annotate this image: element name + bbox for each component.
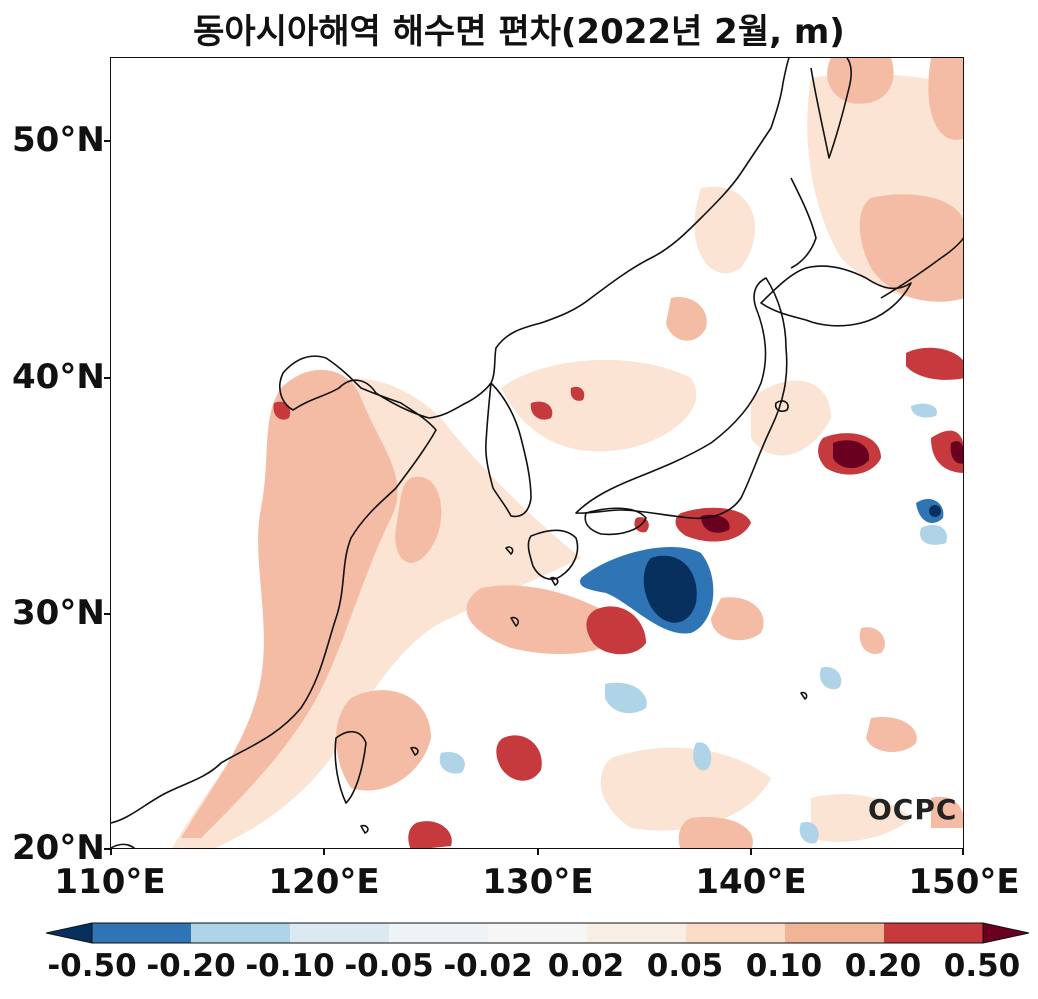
- colorbar-outline: [91, 922, 984, 944]
- lon-tick-150: [962, 849, 964, 855]
- colorbar-label-005: 0.05: [646, 948, 724, 984]
- colorbar-segment: [290, 923, 389, 943]
- lat-tick-50: [104, 140, 110, 142]
- colorbar-segment: [785, 923, 884, 943]
- anomaly-positive-areas: [181, 58, 963, 848]
- colorbar-segment: [488, 923, 587, 943]
- lon-label-130: 130°E: [482, 862, 594, 902]
- anomaly-negative-areas: [580, 498, 944, 634]
- colorbar-label-m020: -0.20: [146, 948, 236, 984]
- colorbar-label-m005: -0.05: [344, 948, 434, 984]
- lat-label-40: 40°N: [12, 357, 105, 397]
- ocpc-logo: OCPC: [868, 793, 958, 826]
- colorbar-segment: [686, 923, 785, 943]
- colorbar-segment: [587, 923, 686, 943]
- lat-label-20: 20°N: [12, 828, 105, 868]
- lon-tick-130: [537, 849, 539, 855]
- colorbar-segment: [389, 923, 488, 943]
- anomaly-strong-negative-core: [643, 505, 941, 623]
- colorbar-segment: [191, 923, 290, 943]
- coastlines: [111, 58, 963, 848]
- lat-tick-30: [104, 613, 110, 615]
- colorbar-label-m050: -0.50: [47, 948, 137, 984]
- lon-tick-140: [750, 849, 752, 855]
- sea-level-anomaly-map: [110, 57, 964, 849]
- colorbar-under-arrow: [46, 922, 93, 944]
- lon-label-120: 120°E: [268, 862, 380, 902]
- colorbar-segment: [92, 923, 191, 943]
- colorbar-label-010: 0.10: [745, 948, 823, 984]
- lat-tick-40: [104, 377, 110, 379]
- lon-label-110: 110°E: [54, 862, 166, 902]
- colorbar-label-002: 0.02: [547, 948, 625, 984]
- lon-tick-120: [323, 849, 325, 855]
- lat-tick-20: [104, 848, 110, 850]
- colorbar-label-m002: -0.02: [443, 948, 533, 984]
- colorbar-label-m010: -0.10: [245, 948, 335, 984]
- colorbar-over-arrow: [982, 922, 1030, 944]
- anomaly-light-negative-areas: [439, 403, 947, 844]
- lon-tick-110: [110, 849, 112, 855]
- lat-label-50: 50°N: [12, 120, 105, 160]
- lon-label-140: 140°E: [695, 862, 807, 902]
- lon-label-150: 150°E: [908, 862, 1020, 902]
- colorbar-segment: [884, 923, 983, 943]
- colorbar-label-050: 0.50: [943, 948, 1021, 984]
- colorbar: [46, 922, 1030, 944]
- map-title: 동아시아해역 해수면 편차(2022년 2월, m): [193, 12, 845, 52]
- colorbar-segments: [46, 922, 1030, 944]
- anomaly-extreme-positive-cores: [701, 440, 963, 533]
- lat-label-30: 30°N: [12, 593, 105, 633]
- colorbar-label-020: 0.20: [844, 948, 922, 984]
- map-canvas: [111, 58, 963, 848]
